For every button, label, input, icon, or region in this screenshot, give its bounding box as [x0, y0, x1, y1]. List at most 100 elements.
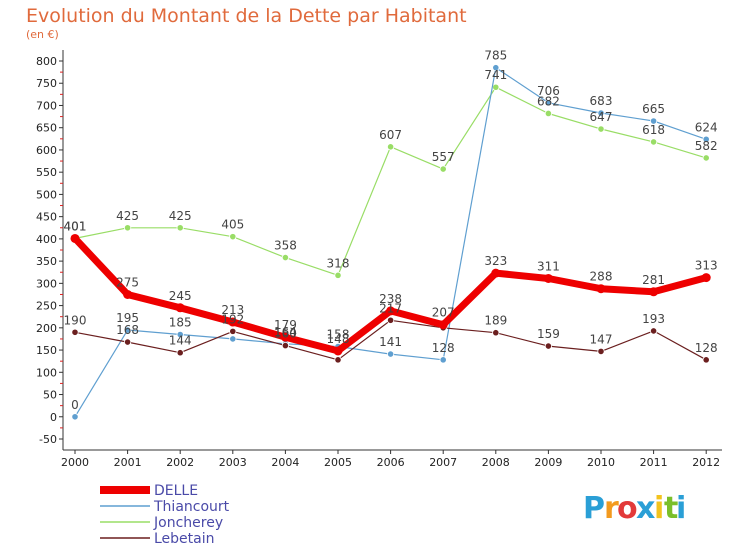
x-tick-label: 2004 [271, 456, 299, 469]
y-tick-label: 350 [36, 255, 57, 268]
legend-label-delle: DELLE [154, 483, 198, 499]
data-label-delle-2006: 238 [379, 292, 402, 306]
y-tick-label: 800 [36, 55, 57, 68]
data-label-joncherey-2009: 682 [537, 94, 560, 108]
point-lebetain-2010 [597, 347, 605, 355]
point-thiancourt-2007 [439, 356, 447, 364]
data-label-thiancourt-2006: 141 [379, 335, 402, 349]
point-joncherey-2001 [124, 224, 132, 232]
y-tick-label: 500 [36, 188, 57, 201]
data-label-joncherey-2007: 557 [432, 150, 455, 164]
point-lebetain-2003 [229, 327, 237, 335]
y-tick-label: 200 [36, 322, 57, 335]
y-tick-label: 250 [36, 300, 57, 313]
point-lebetain-2004 [281, 342, 289, 350]
point-lebetain-2002 [176, 349, 184, 357]
data-label-thiancourt-2001: 195 [116, 311, 139, 325]
legend-label-thiancourt: Thiancourt [153, 499, 230, 515]
series-layer [70, 64, 711, 421]
point-lebetain-2006 [386, 316, 395, 324]
data-label-delle-2012: 313 [695, 259, 718, 273]
y-tick-label: 400 [36, 233, 57, 246]
data-label-joncherey-2000: 401 [64, 219, 87, 233]
logo-letter: P [583, 491, 605, 526]
logo-letter: i [676, 491, 686, 526]
data-label-delle-2007: 207 [432, 306, 455, 320]
data-label-joncherey-2005: 318 [327, 256, 350, 270]
point-thiancourt-2010 [597, 109, 605, 117]
data-label-lebetain-2000: 190 [64, 313, 87, 327]
legend-label-joncherey: Joncherey [153, 515, 223, 531]
data-label-delle-2001: 275 [116, 275, 139, 289]
point-joncherey-2005 [334, 271, 342, 279]
logo-letter: x [636, 491, 655, 526]
point-thiancourt-2002 [176, 330, 184, 339]
point-thiancourt-2008 [492, 64, 500, 72]
y-tick-label: 100 [36, 366, 57, 379]
data-label-joncherey-2011: 618 [642, 123, 665, 137]
point-joncherey-2002 [176, 224, 184, 232]
x-tick-label: 2000 [61, 456, 89, 469]
x-tick-label: 2007 [429, 456, 457, 469]
point-delle-2001 [123, 289, 133, 299]
data-label-delle-2002: 245 [169, 289, 192, 303]
data-label-thiancourt-2007: 128 [432, 341, 455, 355]
axes: -50 0 50 100 150 200 250 300 350 400 450 500 550 600 6… [36, 50, 722, 469]
point-lebetain-2005 [334, 356, 342, 364]
data-label-lebetain-2006: 217 [379, 301, 402, 315]
point-joncherey-2008 [492, 83, 500, 91]
data-label-lebetain-2003: 192 [221, 312, 244, 326]
x-tick-label: 2009 [534, 456, 562, 469]
data-label-lebetain-2012: 128 [695, 341, 718, 355]
point-joncherey-2009 [544, 109, 553, 118]
y-tick-label: 750 [36, 77, 57, 90]
y-tick-label: 600 [36, 144, 57, 157]
x-tick-label: 2003 [219, 456, 247, 469]
y-tick-label: -50 [39, 433, 57, 446]
point-delle-2009 [543, 273, 553, 283]
point-thiancourt-2006 [386, 350, 395, 358]
point-delle-2008 [491, 268, 501, 278]
data-label-lebetain-2002: 144 [169, 334, 192, 348]
x-tick-label: 2002 [166, 456, 194, 469]
logo-letter: r [604, 491, 619, 526]
data-label-thiancourt-2009: 706 [537, 84, 560, 98]
data-label-thiancourt-2004: 164 [274, 325, 297, 339]
data-label-thiancourt-2008: 785 [484, 49, 507, 63]
point-delle-2011 [649, 287, 659, 297]
data-labels: 401 275 245 213 179 148 238 207 323 311 288 281 313 0… [64, 49, 718, 412]
data-label-delle-2003: 213 [221, 303, 244, 317]
point-lebetain-2008 [492, 329, 500, 337]
data-label-thiancourt-2011: 665 [642, 102, 665, 116]
x-tick-label: 2008 [482, 456, 510, 469]
logo-letter: i [654, 491, 664, 526]
data-label-joncherey-2004: 358 [274, 239, 297, 253]
point-delle-2007 [438, 320, 448, 330]
x-tick-label: 2001 [114, 456, 142, 469]
y-tick-label: 700 [36, 99, 57, 112]
logo-letter: t [664, 491, 678, 526]
chart-subtitle: (en €) [26, 28, 59, 41]
data-label-delle-2005: 148 [327, 332, 350, 346]
point-joncherey-2004 [281, 253, 289, 262]
point-delle-2005 [333, 346, 343, 356]
point-thiancourt-2000 [71, 413, 79, 421]
y-tick-label: 50 [43, 389, 57, 402]
data-label-lebetain-2001: 168 [116, 323, 139, 337]
x-tick-label: 2010 [587, 456, 615, 469]
data-label-delle-2008: 323 [484, 254, 507, 268]
point-delle-2004 [280, 332, 290, 342]
logo-letter: o [617, 491, 638, 526]
data-label-joncherey-2012: 582 [695, 139, 718, 153]
data-label-delle-2000: 401 [64, 219, 87, 233]
point-lebetain-2009 [544, 342, 553, 350]
legend-label-lebetain: Lebetain [154, 531, 215, 547]
point-lebetain-2000 [71, 328, 79, 336]
data-label-joncherey-2008: 741 [484, 68, 507, 82]
point-joncherey-2006 [386, 143, 395, 151]
data-label-thiancourt-2000: 0 [71, 398, 79, 412]
point-joncherey-2012 [702, 154, 710, 162]
x-tick-label: 2005 [324, 456, 352, 469]
